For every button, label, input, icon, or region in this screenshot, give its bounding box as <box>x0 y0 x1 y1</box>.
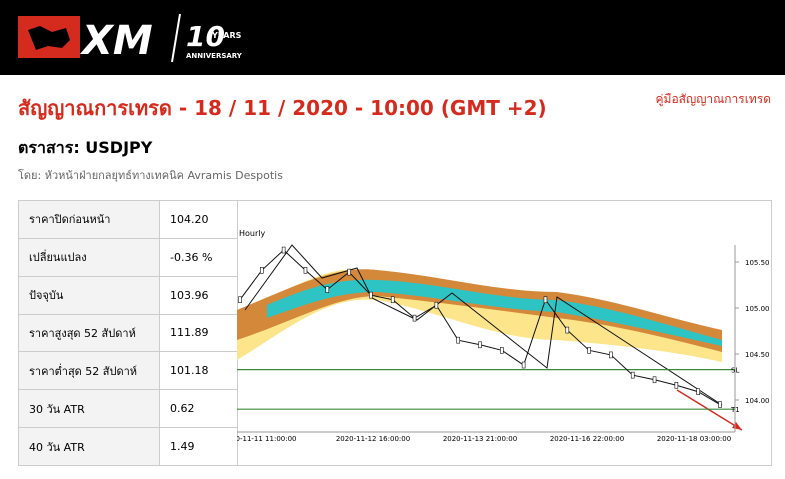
level-label: SL <box>731 367 739 375</box>
bull-icon <box>28 26 70 50</box>
table-row: 40 วัน ATR 1.49 <box>18 427 238 466</box>
price-candle <box>674 381 679 389</box>
price-candle <box>587 347 591 354</box>
x-tick-label: 0-11-11 11:00:00 <box>237 435 296 443</box>
price-candle <box>303 266 308 274</box>
price-candle <box>696 388 700 396</box>
label-cell: ราคาปิดก่อนหน้า <box>18 200 160 239</box>
guide-link[interactable]: คู่มือสัญญาณการเทรด <box>655 92 772 106</box>
x-tick-label: 2020-11-13 21:00:00 <box>443 435 517 443</box>
target-arrow <box>676 389 743 431</box>
page-title: สัญญาณการเทรด - 18 / 11 / 2020 - 10:00 (… <box>18 96 547 120</box>
header: XM 10 YEARS ANNIVERSARY <box>0 0 785 75</box>
y-tick-label: 104.50 <box>745 351 770 359</box>
stats-table: ราคาปิดก่อนหน้า 104.20 เปลี่ยนแปลง -0.36 % ป… <box>18 200 238 466</box>
chart: Hourly 105.50 105.00 104.50 104.00 SL T1 0-11-1… <box>237 200 772 466</box>
table-row: 30 วัน ATR 0.62 <box>18 389 238 429</box>
badge: 10 <box>186 20 225 53</box>
price-candle <box>369 291 373 299</box>
price-candle <box>456 336 460 344</box>
label-cell: 40 วัน ATR <box>18 427 160 466</box>
table-row: ราคาต่ำสุด 52 สัปดาห์ 101.18 <box>18 351 238 391</box>
value-cell: -0.36 % <box>159 237 238 277</box>
price-candle <box>260 266 264 274</box>
zigzag <box>244 244 723 406</box>
y-tick-label: 105.50 <box>745 259 770 267</box>
label-cell: เปลี่ยนแปลง <box>18 237 160 277</box>
level-label: T1 <box>730 406 740 414</box>
y-tick-label: 104.00 <box>745 397 770 405</box>
price-candle <box>521 361 526 369</box>
price-candle <box>609 351 613 359</box>
x-tick-label: 2020-11-16 22:00:00 <box>550 435 624 443</box>
price-candle <box>325 286 330 293</box>
price-candle <box>543 296 548 304</box>
price-candle <box>347 268 351 276</box>
divider <box>171 13 181 63</box>
author: โดย: หัวหน้าฝ่ายกลยุทธ์ทางเทคนิค Avramis… <box>18 169 283 182</box>
label-cell: ราคาสูงสุด 52 สัปดาห์ <box>18 313 160 353</box>
price-candle <box>281 246 286 254</box>
table-row: ปัจจุบัน 103.96 <box>18 275 238 315</box>
price-candle <box>238 296 242 304</box>
label-cell: 30 วัน ATR <box>18 389 160 429</box>
price-candle <box>390 296 395 304</box>
value-cell: 111.89 <box>159 313 238 353</box>
price-candle <box>565 326 570 334</box>
table-row: เปลี่ยนแปลง -0.36 % <box>18 237 238 277</box>
x-tick-label: 2020-11-18 03:00:00 <box>657 435 731 443</box>
value-cell: 104.20 <box>159 200 238 239</box>
logo-text: XM <box>79 18 153 64</box>
chart-title: Hourly <box>239 229 265 238</box>
price-candle <box>412 314 417 322</box>
value-cell: 103.96 <box>159 275 238 315</box>
price-candle <box>718 401 722 408</box>
value-cell: 101.18 <box>159 351 238 391</box>
price-candle <box>478 341 482 349</box>
value-cell: 1.49 <box>159 427 238 466</box>
price-candle <box>630 371 635 379</box>
price-candle <box>652 376 657 384</box>
x-tick-label: 2020-11-12 16:00:00 <box>336 435 410 443</box>
badge-caption: ANNIVERSARY <box>186 52 243 60</box>
y-tick-label: 105.00 <box>745 305 770 313</box>
table-row: ราคาปิดก่อนหน้า 104.20 <box>18 200 238 239</box>
value-cell: 0.62 <box>159 389 238 429</box>
price-candle <box>500 347 504 354</box>
label-cell: ราคาต่ำสุด 52 สัปดาห์ <box>18 351 160 391</box>
table-row: ราคาสูงสุด 52 สัปดาห์ 111.89 <box>18 313 238 353</box>
instrument: ตราสาร: USDJPY <box>18 138 153 157</box>
badge-sub: YEARS <box>211 31 242 40</box>
label-cell: ปัจจุบัน <box>18 275 160 315</box>
price-candle <box>434 301 439 309</box>
